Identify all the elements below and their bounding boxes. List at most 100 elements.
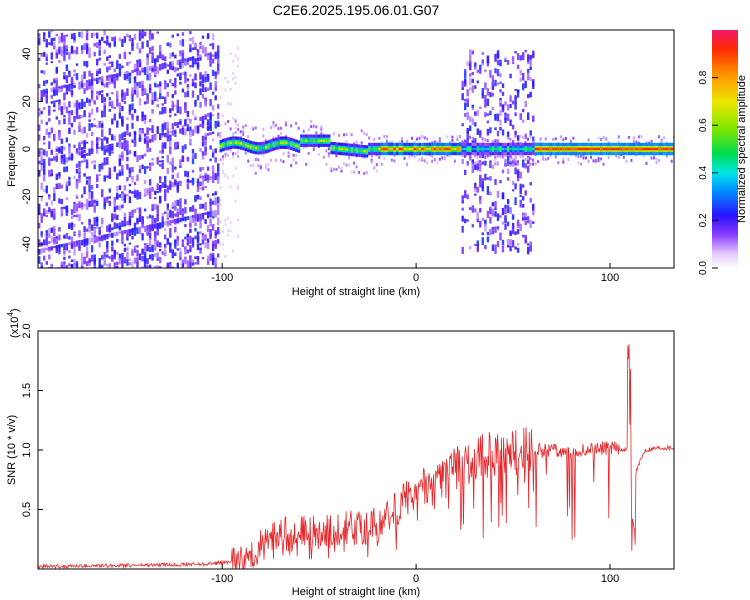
spectrogram-cell	[85, 61, 89, 68]
spectrogram-cell	[340, 147, 344, 151]
spectrogram-cell	[126, 163, 129, 170]
spectrogram-cell	[297, 145, 301, 148]
spectrogram-cell	[532, 147, 535, 151]
spectrogram-cell	[103, 109, 106, 117]
spectrogram-cell	[154, 237, 157, 245]
spectrogram-cell	[519, 194, 522, 198]
spectrogram-cell	[280, 141, 283, 144]
spectrogram-cell	[146, 74, 149, 81]
spectrogram-cell	[524, 217, 527, 221]
spectrogram-cell	[171, 100, 174, 108]
spectrogram-cell	[486, 60, 490, 67]
spectrogram-cell	[201, 45, 205, 53]
spectrogram-cell	[547, 147, 550, 151]
spectrogram-cell	[45, 91, 48, 97]
spectrogram-cell	[118, 63, 122, 67]
spectrogram-cell	[80, 150, 84, 158]
spectrogram-cell	[179, 61, 182, 69]
spectrogram-cell	[38, 33, 41, 37]
spectrogram-cell	[600, 157, 603, 161]
spectrogram-cell	[154, 240, 157, 249]
spectrogram-cell	[582, 147, 586, 151]
spectrogram-cell	[70, 259, 74, 263]
spectrogram-cell	[164, 175, 167, 184]
spectrogram-cell	[229, 102, 232, 106]
spectrogram-cell	[43, 32, 46, 36]
spectrogram-cell	[103, 62, 106, 66]
spectrogram-cell	[572, 147, 575, 151]
spectrogram-cell	[529, 241, 532, 246]
spectrogram-cell	[179, 159, 182, 167]
spectrogram-cell	[111, 246, 114, 252]
spectrogram-cell	[191, 153, 195, 159]
spectrogram-cell	[48, 169, 51, 177]
spectrogram-cell	[375, 169, 378, 173]
spectrogram-cell	[146, 245, 149, 251]
spectrogram-cell	[116, 64, 119, 70]
spectrogram-cell	[65, 184, 69, 192]
spectrogram-cell	[559, 147, 563, 151]
spectrogram-cell	[63, 45, 66, 53]
spectrogram-cell	[196, 195, 200, 200]
spectrogram-cell	[191, 206, 195, 212]
spectrogram-cell	[146, 264, 149, 268]
spectrogram-cell	[121, 220, 124, 227]
spectrogram-cell	[471, 205, 474, 213]
spectrogram-cell	[179, 128, 182, 134]
spectrogram-cell	[123, 74, 127, 81]
spectrogram-cell	[161, 103, 164, 106]
spectrogram-cell	[55, 238, 58, 242]
spectrogram-cell	[514, 147, 517, 151]
spectrogram-cell	[360, 141, 363, 145]
spectrogram-cell	[191, 177, 195, 185]
spectrogram-cell	[214, 201, 217, 206]
spectrogram-cell	[141, 113, 144, 122]
spectrogram-cell	[204, 71, 207, 78]
spectrogram-cell	[476, 160, 479, 164]
spectrogram-cell	[597, 159, 600, 162]
spectrogram-cell	[516, 90, 520, 98]
spectrogram-cell	[131, 139, 134, 143]
spectrogram-cell	[247, 135, 250, 139]
spectrogram-cell	[55, 49, 58, 53]
spectrogram-cell	[204, 207, 207, 211]
spectrogram-cell	[438, 157, 441, 161]
spectrogram-cell	[237, 150, 240, 153]
spectrogram-cell	[106, 66, 109, 73]
spectrogram-cell	[549, 154, 552, 158]
spectrogram-cell	[489, 228, 492, 236]
spectrogram-cell	[189, 38, 192, 41]
spectrogram-cell	[206, 166, 210, 171]
spectrogram-cell	[489, 92, 492, 97]
spectrogram-cell	[590, 147, 593, 151]
spectrogram-cell	[88, 229, 91, 233]
spectrogram-cell	[68, 143, 71, 148]
spectrogram-cell	[151, 33, 154, 40]
spectrogram-cell	[118, 112, 122, 119]
spectrogram-cell	[58, 99, 61, 106]
spectrogram-cell	[78, 102, 81, 110]
spectrogram-cell	[217, 121, 220, 127]
spectrogram-cell	[166, 91, 169, 97]
spectrogram-cell	[48, 31, 51, 38]
spectrogram-cell	[68, 242, 71, 246]
spectrogram-cell	[501, 91, 505, 96]
spectrogram-cell	[496, 147, 500, 151]
spectrogram-cell	[206, 73, 210, 81]
spectrogram-cell	[211, 177, 215, 183]
spectrogram-cell	[501, 245, 505, 253]
spectrogram-cell	[481, 88, 484, 96]
spectrogram-cell	[40, 248, 43, 252]
spectrogram-cell	[282, 141, 286, 144]
spectrogram-cell	[55, 116, 58, 120]
spectrogram-cell	[627, 135, 630, 139]
spectrogram-cell	[60, 145, 64, 154]
spectrogram-cell	[98, 226, 101, 230]
spectrogram-cell	[466, 61, 469, 67]
spectrogram-cell	[93, 227, 96, 236]
spectrogram-cell	[469, 147, 472, 151]
spectrogram-cell	[196, 181, 200, 188]
spectrogram-cell	[96, 216, 99, 222]
spectrogram-cell	[209, 114, 212, 122]
spectrogram-cell	[494, 155, 497, 159]
